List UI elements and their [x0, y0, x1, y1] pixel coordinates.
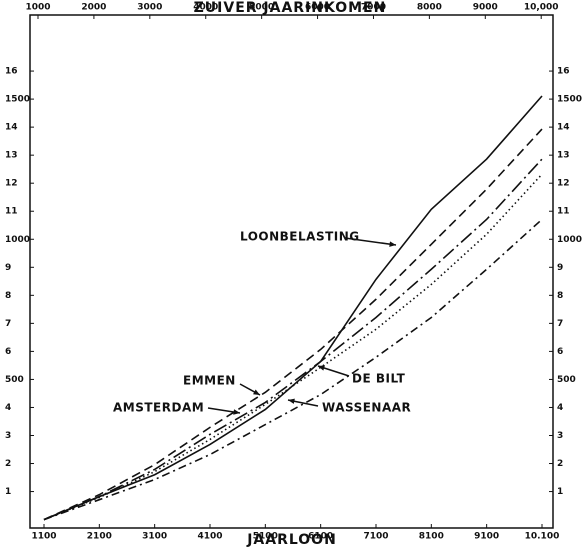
- top-tick-label: 7000: [361, 3, 386, 13]
- y-tick-label-right: 13: [557, 151, 570, 161]
- arrow-head: [389, 241, 396, 247]
- y-tick-label: 1: [5, 487, 11, 497]
- y-tick-label-right: 16: [557, 67, 570, 77]
- y-tick-label: 1000: [5, 235, 30, 245]
- y-tick-label: 12: [5, 179, 18, 189]
- y-tick-label: 3: [5, 431, 11, 441]
- x-axis-title: JAARLOON: [246, 532, 337, 548]
- top-tick-label: 5000: [249, 3, 274, 13]
- x-tick-label: 8100: [419, 532, 444, 542]
- y-tick-label: 16: [5, 67, 18, 77]
- series-label: DE BILT: [352, 372, 406, 386]
- x-tick-label: 10.100: [525, 532, 560, 542]
- plot-frame: [29, 14, 554, 529]
- y-tick-label-right: 500: [557, 375, 576, 385]
- y-tick-label: 4: [5, 403, 11, 413]
- y-tick-label-right: 3: [557, 431, 563, 441]
- series-line: [43, 95, 543, 521]
- y-tick-label-right: 1: [557, 487, 563, 497]
- series-line: [43, 128, 543, 521]
- x-tick-label: 5100: [253, 532, 278, 542]
- y-tick-label-right: 8: [557, 291, 563, 301]
- series-label: WASSENAAR: [322, 401, 411, 415]
- top-tick-label: 9000: [473, 3, 498, 13]
- top-tick-label: 3000: [137, 3, 162, 13]
- top-tick-label: 6000: [305, 3, 330, 13]
- series-line: [43, 173, 543, 521]
- series-label: AMSTERDAM: [113, 401, 204, 415]
- arrow-head: [288, 398, 295, 404]
- series-label: LOONBELASTING: [240, 230, 360, 244]
- y-tick-label: 11: [5, 207, 18, 217]
- y-tick-label-right: 7: [557, 319, 563, 329]
- arrow-head: [233, 409, 240, 415]
- x-tick-label: 9100: [474, 532, 499, 542]
- label-arrow: [344, 237, 397, 246]
- y-tick-label: 9: [5, 263, 11, 273]
- y-tick-label: 13: [5, 151, 18, 161]
- x-tick-label: 6100: [308, 532, 333, 542]
- top-tick-label: 1000: [25, 3, 50, 13]
- top-axis-title: ZUIVER JAARINKOMEN: [194, 0, 387, 16]
- y-tick-label: 8: [5, 291, 11, 301]
- y-tick-label-right: 6: [557, 347, 563, 357]
- top-tick-label: 10,000: [524, 3, 559, 13]
- x-tick-label: 1100: [31, 532, 56, 542]
- y-tick-label-right: 1000: [557, 235, 582, 245]
- y-tick-label: 7: [5, 319, 11, 329]
- x-tick-label: 7100: [363, 532, 388, 542]
- top-tick-label: 2000: [81, 3, 106, 13]
- top-tick-label: 8000: [417, 3, 442, 13]
- y-tick-label: 14: [5, 123, 18, 133]
- y-tick-label: 500: [5, 375, 24, 385]
- x-tick-label: 4100: [197, 532, 222, 542]
- y-tick-label-right: 9: [557, 263, 563, 273]
- y-tick-label: 2: [5, 459, 11, 469]
- y-tick-label: 1500: [5, 95, 30, 105]
- y-tick-label-right: 11: [557, 207, 570, 217]
- x-tick-label: 2100: [87, 532, 112, 542]
- series-line: [43, 218, 543, 521]
- y-tick-label-right: 2: [557, 459, 563, 469]
- y-tick-label: 6: [5, 347, 11, 357]
- series-label: EMMEN: [183, 374, 236, 388]
- y-tick-label-right: 14: [557, 123, 570, 133]
- x-tick-label: 3100: [142, 532, 167, 542]
- arrow-head: [318, 365, 325, 371]
- arrow-head: [253, 389, 260, 395]
- y-tick-label-right: 4: [557, 403, 563, 413]
- y-tick-label-right: 1500: [557, 95, 582, 105]
- top-tick-label: 4000: [193, 3, 218, 13]
- y-tick-label-right: 12: [557, 179, 570, 189]
- series-line: [43, 158, 543, 521]
